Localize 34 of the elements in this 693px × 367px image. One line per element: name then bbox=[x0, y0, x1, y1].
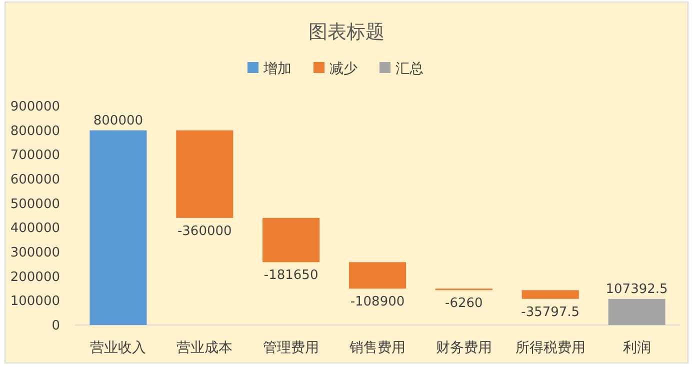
y-tick-label: 200000 bbox=[10, 270, 60, 285]
y-tick-label: 800000 bbox=[10, 124, 60, 139]
data-label: -35797.5 bbox=[521, 304, 580, 320]
y-tick-label: 300000 bbox=[10, 246, 60, 260]
bar bbox=[262, 218, 320, 262]
data-label: -6260 bbox=[445, 296, 483, 312]
x-tick-label: 销售费用 bbox=[348, 340, 406, 356]
data-label: -181650 bbox=[264, 268, 318, 284]
x-tick-label: 营业成本 bbox=[176, 340, 233, 356]
x-tick-label: 营业收入 bbox=[90, 340, 146, 356]
x-tick-label: 所得税费用 bbox=[515, 340, 586, 356]
bar bbox=[176, 130, 234, 218]
bar bbox=[522, 290, 579, 299]
x-tick-label: 财务费用 bbox=[436, 340, 492, 356]
data-label: -360000 bbox=[177, 224, 232, 239]
x-tick-label: 管理费用 bbox=[263, 340, 320, 356]
bar bbox=[348, 262, 406, 289]
data-label: 800000 bbox=[93, 113, 144, 128]
y-tick-label: 500000 bbox=[10, 196, 60, 212]
legend-label: 减少 bbox=[330, 61, 358, 77]
chart-title: 图表标题 bbox=[308, 21, 384, 43]
y-tick-label: 900000 bbox=[10, 100, 60, 114]
x-tick-label: 利润 bbox=[622, 340, 651, 356]
y-tick-label: 700000 bbox=[10, 148, 60, 164]
data-label: -108900 bbox=[350, 294, 405, 310]
bar bbox=[608, 298, 666, 325]
y-tick-label: 100000 bbox=[10, 294, 60, 310]
y-tick-label: 0 bbox=[52, 318, 60, 334]
y-tick-label: 400000 bbox=[10, 221, 60, 236]
legend-label: 增加 bbox=[262, 61, 292, 77]
bar bbox=[90, 130, 147, 325]
data-label: 107392.5 bbox=[606, 282, 668, 297]
y-tick-label: 600000 bbox=[10, 172, 60, 188]
legend-label: 汇总 bbox=[396, 61, 424, 77]
